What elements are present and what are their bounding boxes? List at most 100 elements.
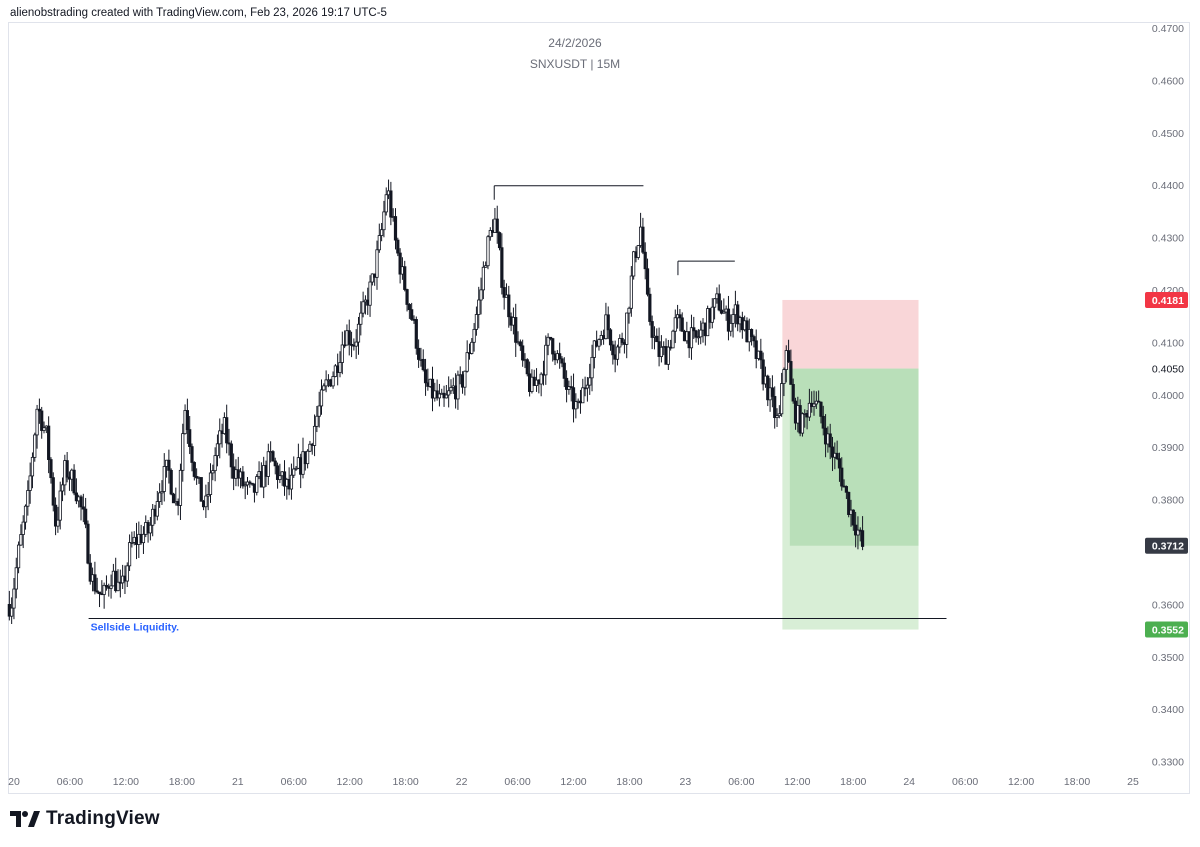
candle-body: [227, 442, 231, 445]
candle-body: [726, 308, 731, 332]
candle-body: [81, 506, 85, 510]
candle-body: [377, 235, 381, 251]
candle-body: [356, 323, 361, 343]
candle-body: [12, 588, 16, 609]
candle-body: [405, 289, 409, 305]
candle-body: [456, 374, 460, 400]
time-tick-label: 12:00: [337, 776, 363, 788]
stop-loss-zone[interactable]: [782, 299, 919, 369]
time-tick-label: 06:00: [728, 776, 754, 788]
price-tick-label: 0.3500: [1152, 652, 1184, 664]
price-tick-label: 0.4600: [1152, 75, 1184, 87]
candle-body: [225, 417, 229, 444]
candle-body: [114, 570, 118, 592]
candle-body: [479, 289, 483, 301]
candle-body: [319, 389, 324, 407]
candle-body: [65, 460, 69, 478]
candle-body: [585, 384, 590, 389]
candle-body: [632, 251, 636, 277]
candlestick-series: [7, 179, 865, 625]
candle-body: [731, 314, 735, 324]
candle-body: [169, 469, 173, 495]
tradingview-brand[interactable]: TradingView: [10, 808, 160, 830]
candle-body: [627, 307, 631, 314]
candle-body: [125, 565, 129, 582]
candle-body: [574, 401, 578, 410]
time-tick-label: 18:00: [840, 776, 866, 788]
candle-body: [218, 430, 222, 445]
candle-body: [403, 266, 407, 290]
candle-body: [171, 493, 176, 504]
candle-body: [648, 293, 652, 322]
price-label-stop: 0.4181: [1152, 295, 1184, 307]
candle-body: [830, 446, 835, 458]
candle-body: [837, 458, 842, 469]
candle-body: [608, 329, 613, 346]
position-zones: [782, 299, 919, 630]
annotation-lines: Sellside Liquidity.: [88, 185, 947, 634]
candle-body: [692, 327, 696, 332]
candle-body: [844, 486, 848, 493]
candle-body: [835, 452, 839, 460]
candle-body: [761, 359, 765, 385]
time-tick-label: 06:00: [281, 776, 307, 788]
candle-body: [382, 211, 386, 231]
candle-body: [777, 413, 781, 417]
candle-body: [361, 301, 365, 314]
chart-symbol-title: SNXUSDT | 15M: [529, 57, 621, 71]
candle-body: [782, 369, 786, 384]
candle-body: [10, 607, 14, 617]
candle-body: [615, 346, 620, 360]
tradingview-brand-name: TradingView: [46, 808, 160, 829]
candle-body: [155, 501, 159, 517]
candle-body: [502, 287, 506, 298]
candle-body: [791, 384, 795, 402]
candle-body: [560, 358, 564, 364]
candle-body: [30, 456, 35, 477]
price-label-current-bg: [1145, 537, 1188, 554]
candle-body: [620, 338, 624, 343]
candle-body: [851, 509, 855, 526]
time-tick-label: 20: [8, 776, 20, 788]
candle-body: [53, 504, 58, 527]
candle-body: [590, 356, 594, 379]
price-label-target: 0.3552: [1152, 625, 1184, 637]
candle-body: [650, 321, 654, 338]
candle-body: [322, 385, 326, 391]
candle-body: [736, 304, 740, 325]
candle-body: [444, 394, 448, 399]
tradingview-logo-icon: [10, 811, 40, 827]
candle-body: [86, 523, 90, 564]
candle-body: [606, 314, 610, 331]
candle-body: [178, 469, 183, 506]
time-tick-label: 12:00: [1008, 776, 1034, 788]
candle-body: [407, 304, 411, 311]
candle-body: [474, 314, 479, 330]
candle-body: [597, 339, 601, 347]
candle-body: [315, 415, 319, 427]
candle-body: [308, 443, 312, 452]
price-tick-label: 0.4300: [1152, 233, 1184, 245]
candle-body: [414, 319, 418, 349]
candle-body: [694, 330, 698, 338]
price-label-entry: 0.4050: [1152, 364, 1184, 376]
chart-attribution: alienobstrading created with TradingView…: [10, 7, 387, 19]
candle-body: [546, 336, 550, 346]
candle-body: [507, 294, 511, 318]
candle-body: [544, 344, 548, 376]
candle-body: [551, 338, 555, 355]
candle-body: [417, 347, 421, 360]
candle-body: [375, 249, 379, 278]
candle-body: [514, 317, 518, 343]
candle-body: [398, 252, 402, 275]
time-tick-label: 25: [1127, 776, 1139, 788]
chart-canvas[interactable]: Sellside Liquidity. 0.4700 0.4600 0.4500 0.…: [0, 0, 1200, 800]
candle-body: [819, 401, 823, 417]
time-tick-label: 23: [680, 776, 692, 788]
candle-body: [104, 584, 109, 588]
candle-body: [192, 462, 196, 477]
time-axis: 20 06:00 12:00 18:00 21 06:00 12:00 18:00 22 06:0…: [8, 776, 1139, 788]
candle-body: [860, 530, 865, 547]
candle-body: [158, 492, 162, 502]
time-tick-label: 12:00: [784, 776, 810, 788]
